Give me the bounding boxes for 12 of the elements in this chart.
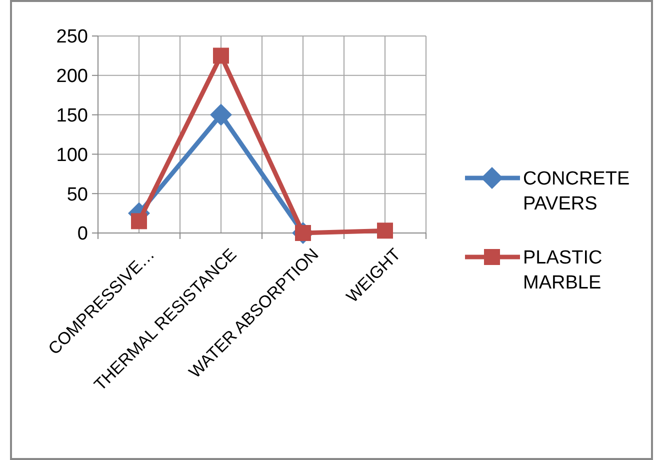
- point: [377, 222, 393, 239]
- y-tick-label: 50: [66, 184, 88, 206]
- y-tick-label: 100: [56, 144, 88, 166]
- y-tick-label: 200: [56, 66, 88, 88]
- point: [213, 48, 229, 64]
- y-tick-label: 250: [56, 26, 88, 48]
- legend-label: CONCRETE PAVERS: [523, 168, 630, 214]
- y-tick-label: 0: [77, 224, 88, 245]
- legend-label: PLASTIC MARBLE: [523, 248, 602, 294]
- point: [210, 104, 232, 126]
- point: [131, 213, 147, 230]
- y-tick-label: 150: [56, 105, 88, 126]
